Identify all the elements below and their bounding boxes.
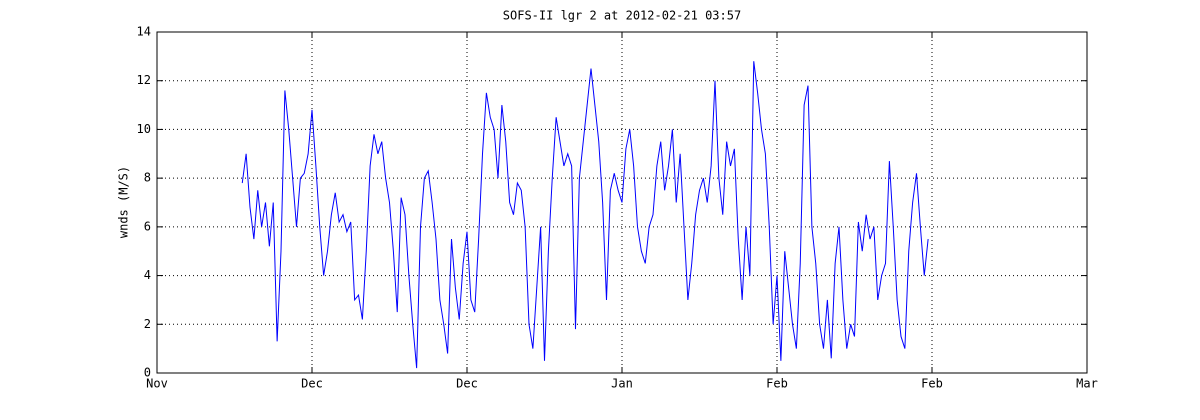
y-tick-label: 8 (144, 171, 151, 185)
y-tick-label: 2 (144, 317, 151, 331)
plot-frame (156, 31, 1088, 374)
x-tick-label: Mar (1076, 377, 1098, 391)
x-tick-label: Dec (301, 377, 323, 391)
x-tick-label: Feb (921, 377, 943, 391)
y-tick-label: 10 (137, 122, 151, 136)
chart-title: SOFS-II lgr 2 at 2012-02-21 03:57 (503, 9, 741, 23)
y-axis-label: wnds (M/S) (117, 166, 131, 238)
x-tick-label: Nov (146, 377, 168, 391)
y-tick-label: 4 (144, 268, 151, 282)
x-tick-label: Dec (456, 377, 478, 391)
y-tick-label: 6 (144, 219, 151, 233)
y-tick-label: 14 (137, 25, 151, 39)
x-tick-label: Jan (611, 377, 633, 391)
y-tick-label: 0 (144, 366, 151, 380)
x-tick-label: Feb (766, 377, 788, 391)
y-tick-label: 12 (137, 73, 151, 87)
data-line (241, 61, 929, 369)
